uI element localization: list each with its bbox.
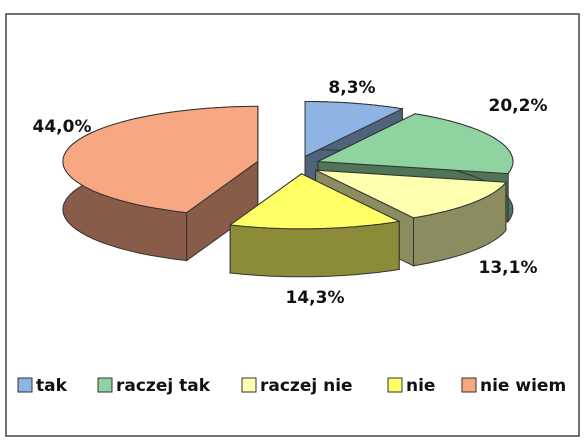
slice-side bbox=[229, 220, 400, 278]
data-label: 13,1% bbox=[479, 258, 538, 278]
data-label: 44,0% bbox=[33, 117, 92, 137]
data-label: 14,3% bbox=[286, 288, 345, 308]
data-label: 8,3% bbox=[328, 78, 375, 98]
legend-label: raczej tak bbox=[116, 376, 211, 396]
legend-swatch bbox=[387, 377, 403, 393]
legend-label: nie wiem bbox=[480, 376, 566, 396]
slice-top bbox=[315, 113, 514, 175]
slice bbox=[62, 105, 259, 262]
legend-swatch bbox=[97, 377, 113, 393]
legend-swatch bbox=[17, 377, 33, 393]
legend-label: tak bbox=[36, 376, 68, 396]
slice-top bbox=[62, 105, 259, 214]
data-label: 20,2% bbox=[489, 96, 548, 116]
slice-top bbox=[304, 101, 404, 158]
legend-label: nie bbox=[406, 376, 435, 396]
legend-swatch bbox=[461, 377, 477, 393]
legend-label: raczej nie bbox=[260, 376, 353, 396]
slice bbox=[228, 172, 401, 278]
slice-top bbox=[315, 169, 507, 219]
slice-top bbox=[228, 173, 401, 230]
legend-swatch bbox=[241, 377, 257, 393]
